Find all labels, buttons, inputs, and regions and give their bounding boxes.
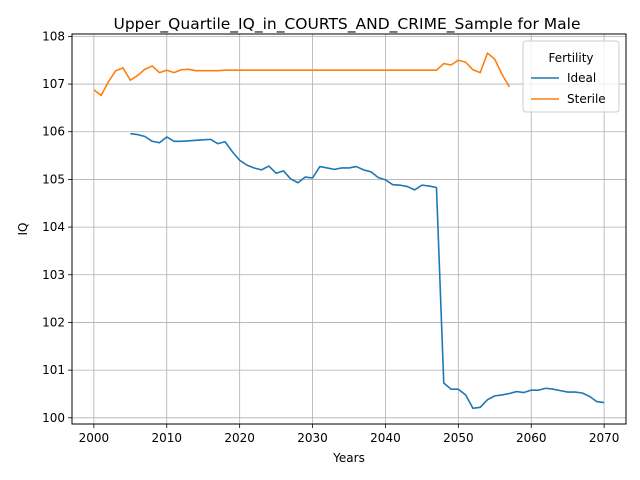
y-axis-label: IQ <box>16 223 30 236</box>
grid-lines <box>72 34 626 424</box>
y-tick-label: 103 <box>42 268 65 282</box>
x-tick-label: 2020 <box>224 431 255 445</box>
y-tick-label: 108 <box>42 29 65 43</box>
x-tick-label: 2010 <box>151 431 182 445</box>
y-axis-ticks: 100 101 102 103 104 105 106 107 108 <box>42 29 72 425</box>
series-line-sterile <box>93 52 511 97</box>
y-tick-label: 104 <box>42 220 65 234</box>
y-tick-label: 100 <box>42 411 65 425</box>
legend: Fertility Ideal Sterile <box>522 40 620 113</box>
x-tick-label: 2000 <box>79 431 110 445</box>
legend-title: Fertility <box>548 51 593 65</box>
y-tick-label: 101 <box>42 363 65 377</box>
y-tick-label: 106 <box>42 125 65 139</box>
y-tick-label: 105 <box>42 172 65 186</box>
legend-label-sterile: Sterile <box>567 92 606 106</box>
legend-box <box>522 40 620 113</box>
x-tick-label: 2070 <box>589 431 620 445</box>
x-tick-label: 2040 <box>370 431 401 445</box>
x-axis-ticks: 2000 2010 2020 2030 2040 2050 2060 2070 <box>79 424 620 445</box>
series-line-ideal <box>130 132 605 410</box>
chart-title: Upper_Quartile_IQ_in_COURTS_AND_CRIME_Sa… <box>114 15 581 34</box>
x-tick-label: 2050 <box>443 431 474 445</box>
legend-label-ideal: Ideal <box>567 71 596 85</box>
y-tick-label: 102 <box>42 315 65 329</box>
plot-area-frame <box>71 33 627 425</box>
series-lines <box>93 52 605 410</box>
y-tick-label: 107 <box>42 77 65 91</box>
x-axis-label: Years <box>332 451 365 465</box>
x-tick-label: 2030 <box>297 431 328 445</box>
x-tick-label: 2060 <box>516 431 547 445</box>
